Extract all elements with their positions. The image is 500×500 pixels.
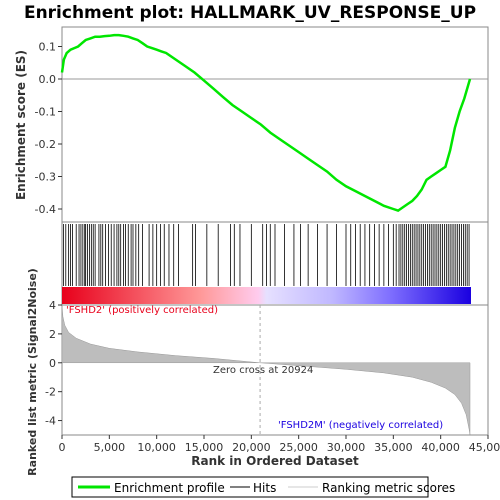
legend-profile-label: Enrichment profile: [114, 481, 225, 495]
metric-ytick-label: 2: [49, 328, 56, 341]
xtick-label: 15,000: [185, 441, 224, 454]
legend-hits-label: Hits: [253, 481, 276, 495]
x-axis-label: Rank in Ordered Dataset: [191, 454, 359, 468]
xtick-label: 40,000: [421, 441, 460, 454]
es-ytick-label: 0.0: [39, 73, 57, 86]
es-ytick-label: -0.1: [35, 106, 56, 119]
es-ytick-label: -0.2: [35, 138, 56, 151]
chart-title: Enrichment plot: HALLMARK_UV_RESPONSE_UP: [24, 3, 476, 23]
es-ylabel: Enrichment score (ES): [14, 50, 28, 200]
xtick-label: 30,000: [327, 441, 366, 454]
xtick-label: 5,000: [94, 441, 126, 454]
metric-ytick-label: 0: [49, 357, 56, 370]
es-ytick-label: 0.1: [39, 41, 57, 54]
metric-ytick-label: -4: [45, 415, 56, 428]
es-ytick-label: -0.4: [35, 203, 56, 216]
xtick-label: 25,000: [279, 441, 318, 454]
enrichment-profile-line: [60, 33, 472, 212]
metric-ytick-label: 4: [49, 299, 56, 312]
xtick-label: 35,000: [374, 441, 413, 454]
neg-correlated-label: 'FSHD2M' (negatively correlated): [278, 420, 443, 431]
legend-metric-label: Ranking metric scores: [322, 481, 455, 495]
pos-correlated-label: 'FSHD2' (positively correlated): [66, 305, 218, 316]
metric-ylabel: Ranked list metric (Signal2Noise): [26, 268, 39, 476]
es-ytick-label: -0.3: [35, 171, 56, 184]
zero-cross-label: Zero cross at 20924: [213, 365, 313, 376]
xtick-label: 0: [59, 441, 66, 454]
metric-ytick-label: -2: [45, 386, 56, 399]
ranking-metric-area: [61, 304, 471, 436]
xtick-label: 20,000: [232, 441, 271, 454]
xtick-label: 45,000: [469, 441, 500, 454]
xtick-label: 10,000: [137, 441, 176, 454]
es-panel-frame: [61, 26, 489, 223]
rank-color-bar: [62, 287, 471, 304]
